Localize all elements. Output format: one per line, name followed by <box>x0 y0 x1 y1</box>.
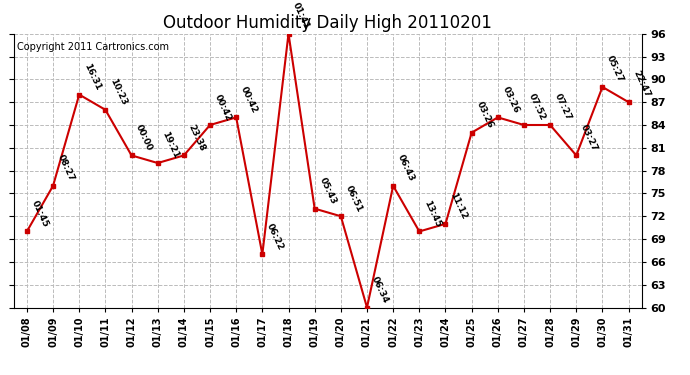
Text: 22:47: 22:47 <box>631 69 652 99</box>
Text: 03:26: 03:26 <box>500 85 521 115</box>
Text: 00:42: 00:42 <box>213 93 233 122</box>
Text: 07:27: 07:27 <box>553 92 573 122</box>
Text: 00:00: 00:00 <box>135 123 155 153</box>
Text: 00:42: 00:42 <box>239 85 259 115</box>
Text: 03:26: 03:26 <box>475 100 495 130</box>
Text: Copyright 2011 Cartronics.com: Copyright 2011 Cartronics.com <box>17 42 169 52</box>
Text: 06:22: 06:22 <box>265 222 286 252</box>
Text: 05:43: 05:43 <box>317 176 337 206</box>
Text: 03:27: 03:27 <box>579 123 600 153</box>
Text: 07:52: 07:52 <box>526 93 547 122</box>
Text: 06:43: 06:43 <box>396 153 416 183</box>
Text: 11:12: 11:12 <box>448 191 469 221</box>
Text: 13:45: 13:45 <box>422 199 442 229</box>
Text: 01:45: 01:45 <box>30 199 50 229</box>
Text: 10:23: 10:23 <box>108 77 128 107</box>
Text: 16:31: 16:31 <box>82 62 102 92</box>
Text: 08:27: 08:27 <box>56 153 76 183</box>
Text: 19:21: 19:21 <box>161 130 181 160</box>
Text: 06:34: 06:34 <box>370 275 390 305</box>
Text: 05:27: 05:27 <box>605 54 626 84</box>
Text: 01:41: 01:41 <box>291 1 312 31</box>
Title: Outdoor Humidity Daily High 20110201: Outdoor Humidity Daily High 20110201 <box>164 14 492 32</box>
Text: 23:38: 23:38 <box>186 123 207 153</box>
Text: 06:51: 06:51 <box>344 184 364 213</box>
